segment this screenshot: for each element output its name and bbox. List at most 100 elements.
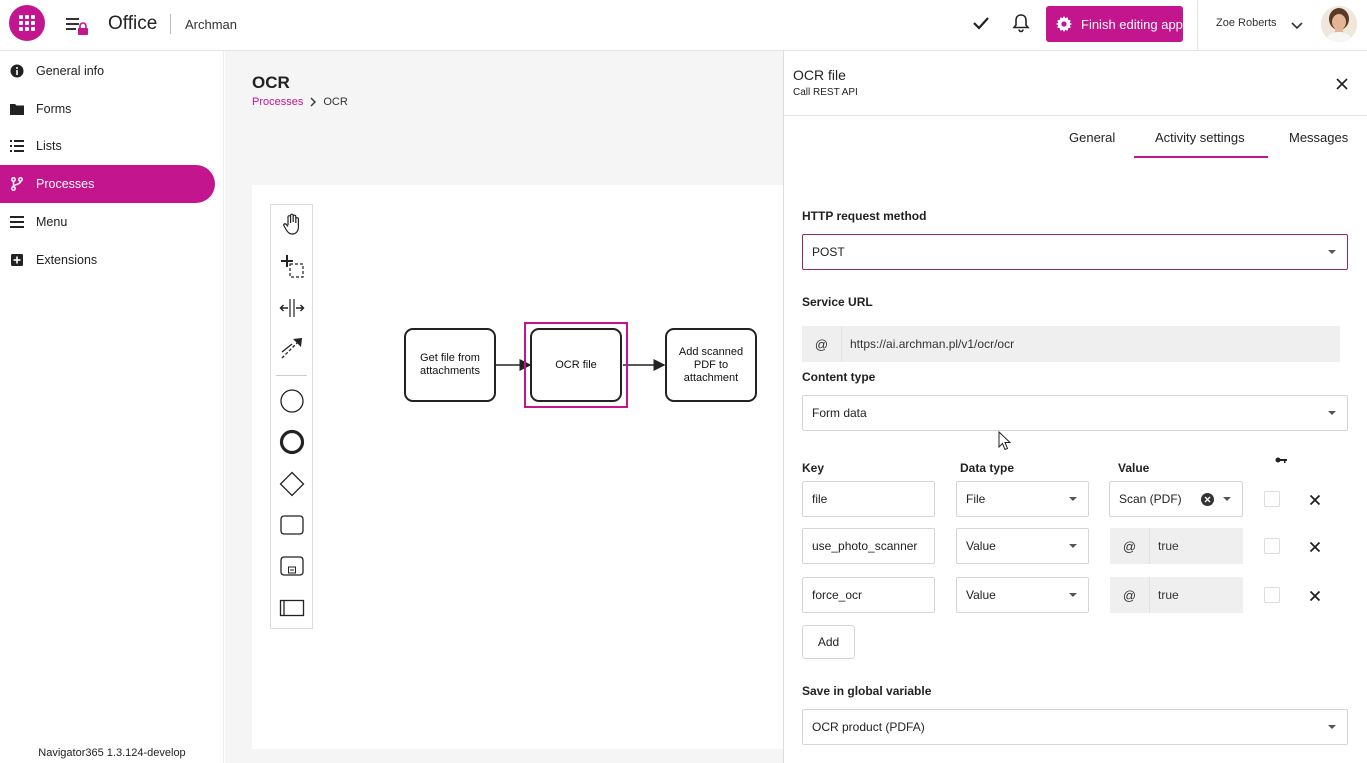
app-title: Office <box>108 13 158 34</box>
task-icon[interactable] <box>277 510 307 540</box>
param-key-input[interactable]: file <box>802 481 935 517</box>
task-add-scanned-pdf[interactable]: Add scanned PDF to attachment <box>665 328 757 402</box>
service-url-input[interactable]: @ https://ai.archman.pl/v1/ocr/ocr <box>802 326 1340 362</box>
active-tab-indicator <box>1134 156 1268 158</box>
list-icon <box>10 139 24 153</box>
start-event-icon[interactable] <box>277 386 307 416</box>
delete-row-icon[interactable] <box>1309 589 1321 602</box>
title-divider <box>170 14 171 34</box>
param-value-text: true <box>1158 539 1179 553</box>
http-method-select[interactable]: POST <box>802 234 1348 270</box>
sequence-flows <box>496 359 666 371</box>
sidebar-item-label: Extensions <box>36 253 98 267</box>
data-type-column-header: Data type <box>960 461 1015 475</box>
sidebar-item-label: Forms <box>36 102 72 116</box>
info-icon <box>10 64 24 78</box>
caret-down-icon <box>1223 497 1231 501</box>
subprocess-icon[interactable] <box>277 551 307 581</box>
key-column-header: Key <box>802 461 825 475</box>
check-icon[interactable] <box>972 14 990 32</box>
panel-subtitle: Call REST API <box>793 87 858 98</box>
param-value-input[interactable]: @ true <box>1110 577 1243 613</box>
param-data-type-select[interactable]: File <box>956 481 1089 517</box>
chevron-down-icon[interactable] <box>1291 18 1303 30</box>
hand-tool-icon[interactable] <box>277 209 307 239</box>
add-param-button[interactable]: Add <box>802 625 855 659</box>
version-label: Navigator365 1.3.124-develop <box>38 747 186 759</box>
bell-icon[interactable] <box>1012 13 1030 33</box>
lasso-tool-icon[interactable] <box>277 251 307 281</box>
sidebar-item-processes[interactable]: Processes <box>0 165 215 203</box>
bpmn-palette <box>270 204 313 629</box>
param-value-input[interactable]: @ true <box>1110 528 1243 564</box>
close-icon[interactable] <box>1335 77 1349 91</box>
delete-row-icon[interactable] <box>1309 493 1321 506</box>
folder-icon <box>10 102 24 116</box>
user-name[interactable]: Zoe Roberts <box>1216 17 1277 29</box>
delete-row-icon[interactable] <box>1309 540 1321 553</box>
sidebar-item-label: Processes <box>36 177 95 191</box>
tab-activity-settings[interactable]: Activity settings <box>1155 130 1245 145</box>
finish-editing-button[interactable]: Finish editing app <box>1046 6 1183 42</box>
connect-tool-icon[interactable] <box>277 333 307 363</box>
param-value-select[interactable]: Scan (PDF) <box>1109 481 1243 517</box>
task-ocr-file[interactable]: OCR file <box>530 328 622 402</box>
global-variable-label: Save in global variable <box>802 684 932 698</box>
param-data-type-value: Value <box>966 588 996 602</box>
param-sensitive-checkbox[interactable] <box>1264 538 1280 554</box>
clear-icon[interactable] <box>1201 493 1214 506</box>
plus-square-icon <box>10 253 24 267</box>
breadcrumb: Processes OCR <box>252 96 348 108</box>
param-key-input[interactable]: use_photo_scanner <box>802 528 935 564</box>
space-tool-icon[interactable] <box>277 293 307 323</box>
chevron-right-icon <box>310 97 317 107</box>
param-data-type-select[interactable]: Value <box>956 528 1089 564</box>
menu-icon <box>10 215 24 229</box>
param-data-type-value: File <box>966 492 986 506</box>
key-icon <box>1275 457 1287 463</box>
task-get-file[interactable]: Get file from attachments <box>404 328 496 402</box>
caret-down-icon <box>1328 250 1336 254</box>
grid-icon <box>19 15 35 31</box>
param-value-text: Scan (PDF) <box>1119 492 1182 506</box>
http-method-label: HTTP request method <box>802 209 927 223</box>
properties-panel: OCR file Call REST API General Activity … <box>783 51 1367 763</box>
gear-icon <box>1056 16 1072 32</box>
breadcrumb-current: OCR <box>323 96 348 108</box>
main-content: OCR Processes OCR <box>225 51 783 763</box>
pool-icon[interactable] <box>277 593 307 623</box>
panel-title: OCR file <box>793 67 846 83</box>
param-sensitive-checkbox[interactable] <box>1264 587 1280 603</box>
content-type-select[interactable]: Form data <box>802 395 1348 431</box>
sidebar-item-forms[interactable]: Forms <box>0 90 215 128</box>
sidebar-item-extensions[interactable]: Extensions <box>0 241 215 279</box>
service-url-label: Service URL <box>802 295 873 309</box>
breadcrumb-processes-link[interactable]: Processes <box>252 96 304 108</box>
palette-divider <box>276 375 307 376</box>
top-bar: Office Archman Finish editing app Zoe Ro… <box>0 0 1367 51</box>
global-variable-select[interactable]: OCR product (PDFA) <box>802 709 1348 745</box>
sidebar-item-menu[interactable]: Menu <box>0 203 215 241</box>
header-divider <box>1197 0 1198 51</box>
expression-at-icon: @ <box>1110 528 1150 564</box>
process-icon <box>10 177 24 191</box>
param-key-input[interactable]: force_ocr <box>802 577 935 613</box>
sidebar-item-lists[interactable]: Lists <box>0 127 215 165</box>
avatar[interactable] <box>1321 6 1357 42</box>
app-launcher-button[interactable] <box>9 5 45 41</box>
gateway-icon[interactable] <box>277 469 307 499</box>
caret-down-icon <box>1328 725 1336 729</box>
sidebar: General info Forms Lists Processes Menu … <box>0 51 224 763</box>
sidebar-item-general-info[interactable]: General info <box>0 52 215 90</box>
tab-messages[interactable]: Messages <box>1289 130 1349 145</box>
end-event-icon[interactable] <box>277 427 307 457</box>
service-url-value: https://ai.archman.pl/v1/ocr/ocr <box>850 337 1015 351</box>
tab-general[interactable]: General <box>1069 130 1116 145</box>
param-sensitive-checkbox[interactable] <box>1264 491 1280 507</box>
content-type-label: Content type <box>802 370 876 384</box>
param-data-type-select[interactable]: Value <box>956 577 1089 613</box>
http-method-value: POST <box>812 245 845 259</box>
bpmn-canvas[interactable]: Get file from attachments OCR file Add s… <box>252 185 783 749</box>
menu-lock-button[interactable] <box>64 15 90 37</box>
panel-divider <box>784 115 1367 116</box>
